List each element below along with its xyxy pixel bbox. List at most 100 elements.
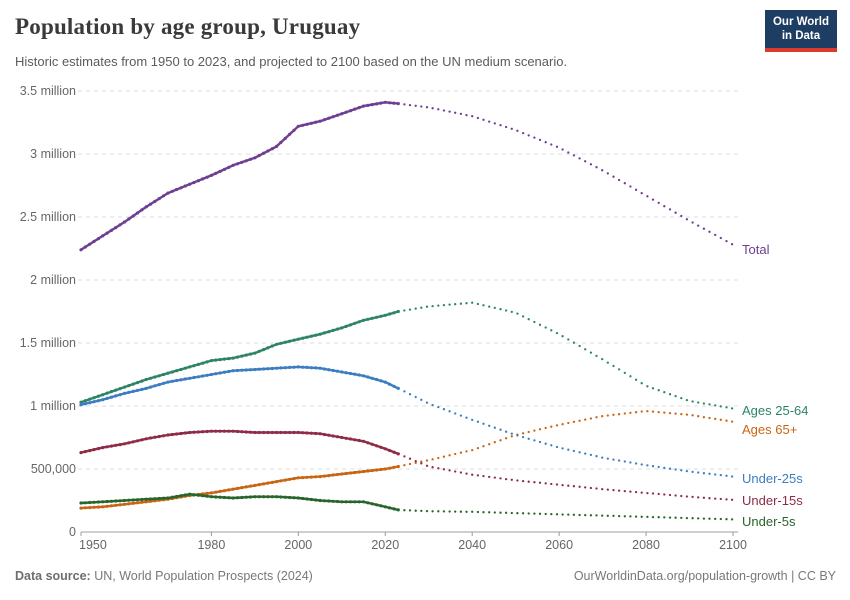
data-point bbox=[248, 484, 253, 488]
projected-data-point bbox=[533, 439, 536, 442]
data-source-text[interactable]: UN, World Population Prospects (2024) bbox=[94, 569, 313, 583]
data-point bbox=[222, 429, 226, 433]
projected-data-point bbox=[437, 108, 440, 111]
projected-data-point bbox=[521, 432, 525, 435]
data-point bbox=[331, 328, 335, 332]
projected-data-point bbox=[708, 497, 711, 500]
projected-data-point bbox=[719, 405, 722, 408]
data-point bbox=[370, 376, 374, 380]
projected-data-point bbox=[714, 417, 717, 421]
data-point bbox=[253, 495, 257, 499]
projected-data-point bbox=[538, 512, 542, 515]
projected-data-point bbox=[510, 435, 513, 438]
projected-data-point bbox=[555, 145, 559, 148]
data-point bbox=[209, 359, 213, 363]
data-point bbox=[396, 464, 400, 469]
data-point bbox=[114, 226, 118, 230]
data-point bbox=[340, 370, 344, 374]
data-point bbox=[257, 367, 261, 371]
data-point bbox=[183, 377, 187, 381]
data-point bbox=[205, 373, 209, 377]
data-point bbox=[392, 465, 396, 469]
projected-data-point bbox=[499, 124, 502, 127]
data-point bbox=[318, 366, 322, 370]
projected-data-point bbox=[702, 517, 706, 520]
projected-data-point bbox=[634, 490, 638, 494]
projected-data-point bbox=[708, 230, 711, 233]
projected-data-point bbox=[521, 435, 525, 439]
projected-data-point bbox=[595, 166, 598, 169]
footer-link[interactable]: OurWorldinData.org/population-growth | C… bbox=[573, 569, 836, 583]
projected-data-point bbox=[533, 512, 536, 515]
projected-data-point bbox=[572, 154, 576, 157]
projected-data-point bbox=[448, 510, 451, 513]
projected-data-point bbox=[403, 509, 406, 512]
projected-data-point bbox=[691, 517, 694, 520]
projected-data-point bbox=[408, 103, 412, 107]
projected-data-point bbox=[584, 486, 587, 489]
projected-data-point bbox=[544, 326, 547, 329]
data-point bbox=[222, 167, 226, 171]
x-axis-tick-label: 1950 bbox=[79, 538, 107, 552]
data-point bbox=[218, 358, 222, 362]
projected-data-point bbox=[425, 401, 429, 404]
data-point bbox=[170, 432, 174, 437]
projected-data-point bbox=[680, 516, 683, 520]
projected-data-point bbox=[680, 494, 683, 498]
projected-data-point bbox=[651, 410, 655, 413]
projected-data-point bbox=[617, 459, 621, 462]
owid-logo[interactable]: Our World in Data bbox=[764, 10, 837, 52]
series-label-under-5s: Under-5s bbox=[742, 514, 796, 529]
data-point bbox=[288, 477, 292, 481]
projected-data-point bbox=[697, 415, 700, 418]
series-under-15s bbox=[79, 429, 734, 501]
data-point bbox=[375, 503, 379, 507]
projected-data-point bbox=[527, 437, 530, 440]
projected-data-point bbox=[685, 398, 689, 402]
data-point bbox=[357, 106, 361, 110]
data-point bbox=[283, 495, 287, 499]
data-point bbox=[283, 430, 287, 435]
projected-data-point bbox=[657, 410, 660, 414]
data-point bbox=[318, 475, 322, 479]
data-point bbox=[318, 432, 322, 436]
data-point bbox=[170, 189, 174, 193]
data-point bbox=[231, 369, 235, 373]
projected-data-point bbox=[420, 462, 423, 465]
data-point bbox=[101, 500, 105, 504]
data-point bbox=[327, 368, 331, 372]
x-axis-tick-label: 2020 bbox=[371, 538, 399, 552]
y-axis-tick-label: 3.5 million bbox=[20, 84, 76, 98]
data-point bbox=[122, 502, 127, 506]
data-point bbox=[383, 380, 387, 384]
projected-data-point bbox=[408, 462, 412, 466]
projected-data-point bbox=[459, 414, 463, 417]
projected-data-point bbox=[697, 224, 700, 227]
data-point bbox=[327, 116, 331, 120]
data-point bbox=[231, 429, 235, 433]
data-point bbox=[361, 374, 366, 378]
data-point bbox=[257, 153, 261, 158]
projected-data-point bbox=[697, 496, 700, 499]
data-point bbox=[327, 330, 331, 334]
projected-data-point bbox=[646, 491, 649, 495]
data-point bbox=[327, 499, 331, 503]
data-point bbox=[153, 497, 157, 501]
data-point bbox=[361, 439, 366, 443]
data-point bbox=[205, 360, 209, 364]
data-point bbox=[275, 144, 279, 148]
data-point bbox=[166, 496, 170, 500]
data-point bbox=[240, 495, 244, 500]
projected-data-point bbox=[448, 303, 451, 306]
projected-data-point bbox=[493, 306, 496, 310]
data-point bbox=[370, 442, 374, 446]
data-point bbox=[227, 429, 231, 433]
projected-data-point bbox=[516, 434, 519, 437]
data-point bbox=[279, 495, 283, 499]
data-point bbox=[262, 430, 266, 435]
data-point bbox=[88, 242, 92, 246]
data-point bbox=[148, 385, 153, 389]
projected-data-point bbox=[674, 211, 677, 214]
data-point bbox=[118, 387, 122, 391]
data-point bbox=[148, 497, 153, 501]
